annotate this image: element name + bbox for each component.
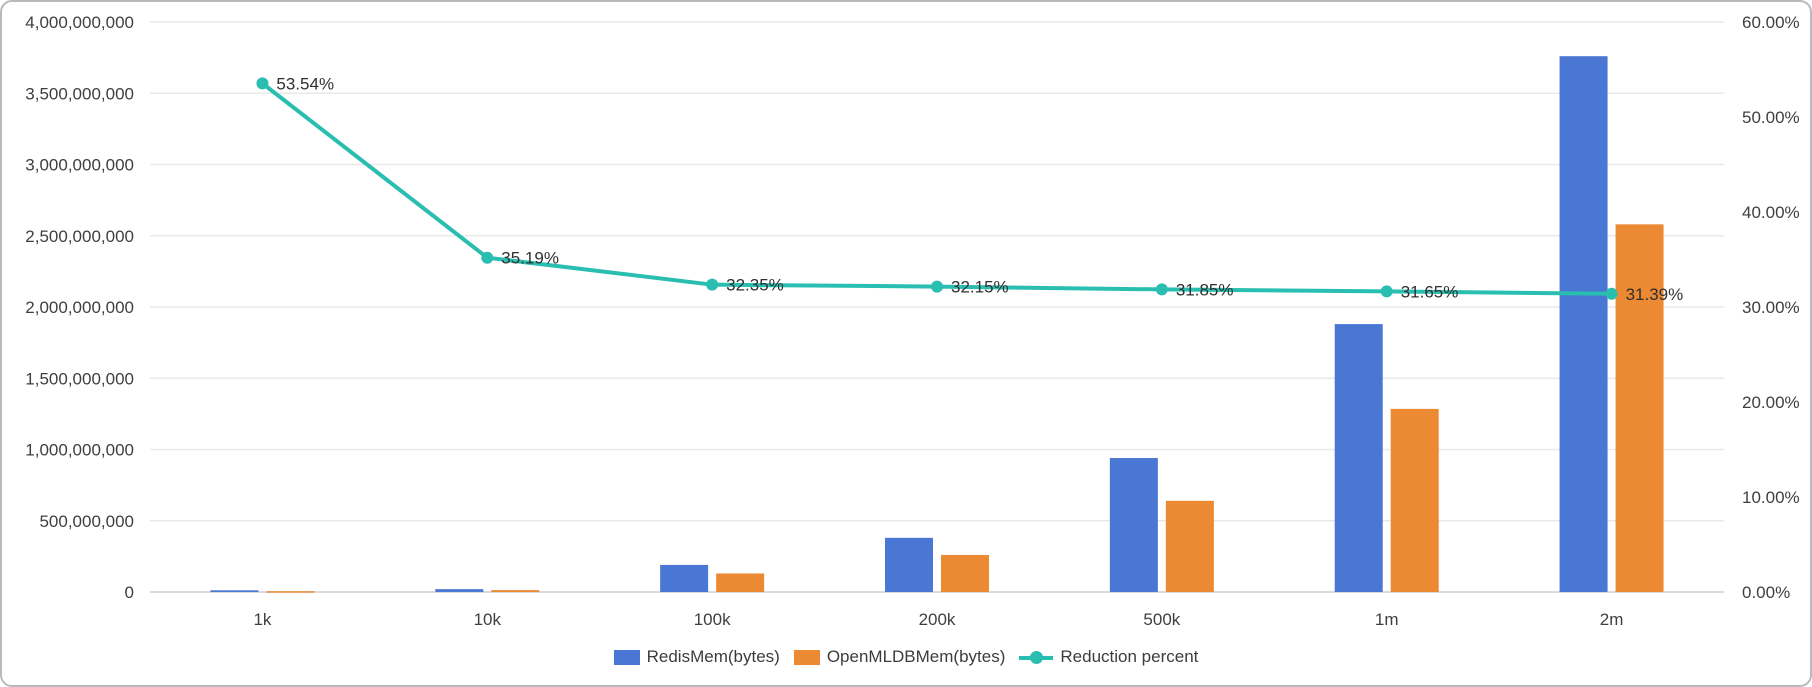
left-y-axis-tick-label: 3,500,000,000	[25, 84, 134, 103]
bar-OpenMLDBMem(bytes)-10k	[491, 590, 540, 592]
line-marker-10k	[481, 251, 494, 264]
reduction-percent-swatch	[1019, 650, 1054, 665]
line-point-label-200k: 32.15%	[951, 278, 1009, 297]
reduction-percent-line	[260, 81, 1614, 296]
left-y-axis-tick-label: 1,000,000,000	[25, 441, 134, 460]
line-marker-1m	[1380, 285, 1393, 298]
line-marker-500k	[1155, 283, 1168, 296]
legend-label-redismem: RedisMem(bytes)	[646, 647, 780, 666]
bar-RedisMem(bytes)-1k	[210, 590, 259, 592]
line-point-label-1k: 53.54%	[276, 74, 334, 93]
x-axis-tick-label: 200k	[919, 610, 956, 629]
legend-item-reduction-percent[interactable]: Reduction percent	[1019, 647, 1198, 667]
right-y-axis-tick-label: 60.00%	[1742, 13, 1800, 32]
x-axis-tick-label: 100k	[694, 610, 731, 629]
x-axis-tick-label: 1k	[253, 610, 271, 629]
right-y-axis-tick-label: 30.00%	[1742, 298, 1800, 317]
line-point-label-100k: 32.35%	[726, 276, 784, 295]
bar-OpenMLDBMem(bytes)-2m	[1615, 224, 1664, 592]
right-y-axis-tick-label: 10.00%	[1742, 488, 1800, 507]
legend-label-openmldbmem: OpenMLDBMem(bytes)	[826, 647, 1006, 666]
left-y-axis-tick-label: 4,000,000,000	[25, 13, 134, 32]
redismem-swatch	[613, 649, 640, 665]
legend-item-openmldbmem[interactable]: OpenMLDBMem(bytes)	[793, 647, 1006, 667]
bar-OpenMLDBMem(bytes)-500k	[1165, 500, 1214, 592]
line-marker-100k	[706, 278, 719, 291]
bar-RedisMem(bytes)-1m	[1334, 324, 1383, 592]
line-point-label-1m: 31.65%	[1401, 282, 1459, 301]
right-y-axis-tick-label: 50.00%	[1742, 108, 1800, 127]
right-y-axis-tick-label: 20.00%	[1742, 393, 1800, 412]
left-y-axis-tick-label: 2,000,000,000	[25, 298, 134, 317]
openmldbmem-swatch	[793, 649, 820, 665]
legend-label-reduction-percent: Reduction percent	[1060, 647, 1199, 666]
left-y-axis-tick-label: 1,500,000,000	[25, 369, 134, 388]
right-y-axis-tick-label: 0.00%	[1742, 583, 1790, 602]
bar-RedisMem(bytes)-100k	[660, 564, 709, 592]
bar-OpenMLDBMem(bytes)-200k	[941, 554, 989, 592]
line-point-label-10k: 35.19%	[501, 249, 559, 268]
x-axis-tick-label: 500k	[1143, 610, 1180, 629]
line-point-label-2m: 31.39%	[1626, 285, 1684, 304]
x-axis-tick-label: 2m	[1600, 610, 1624, 629]
left-y-axis-tick-label: 0	[125, 583, 134, 602]
left-y-axis-tick-label: 2,500,000,000	[25, 227, 134, 246]
legend-item-redismem[interactable]: RedisMem(bytes)	[613, 647, 780, 667]
chart-legend: RedisMem(bytes) OpenMLDBMem(bytes) Reduc…	[2, 647, 1810, 667]
left-y-axis-tick-label: 3,000,000,000	[25, 156, 134, 175]
bar-OpenMLDBMem(bytes)-100k	[716, 573, 765, 592]
line-point-label-500k: 31.85%	[1176, 280, 1234, 299]
line-marker-1k	[256, 77, 269, 90]
right-y-axis-tick-label: 40.00%	[1742, 203, 1800, 222]
bar-OpenMLDBMem(bytes)-1m	[1390, 408, 1439, 592]
bar-OpenMLDBMem(bytes)-1k	[266, 591, 315, 593]
bar-RedisMem(bytes)-200k	[885, 537, 933, 592]
left-y-axis-tick-label: 500,000,000	[39, 512, 134, 531]
line-marker-2m	[1605, 287, 1618, 300]
line-marker-200k	[931, 280, 943, 293]
bar-RedisMem(bytes)-2m	[1559, 56, 1608, 592]
x-axis-tick-label: 10k	[474, 610, 502, 629]
x-axis-tick-label: 1m	[1375, 610, 1399, 629]
reduction-line-dot-icon	[1030, 650, 1044, 664]
bar-RedisMem(bytes)-10k	[435, 589, 484, 592]
bar-RedisMem(bytes)-500k	[1109, 458, 1158, 592]
